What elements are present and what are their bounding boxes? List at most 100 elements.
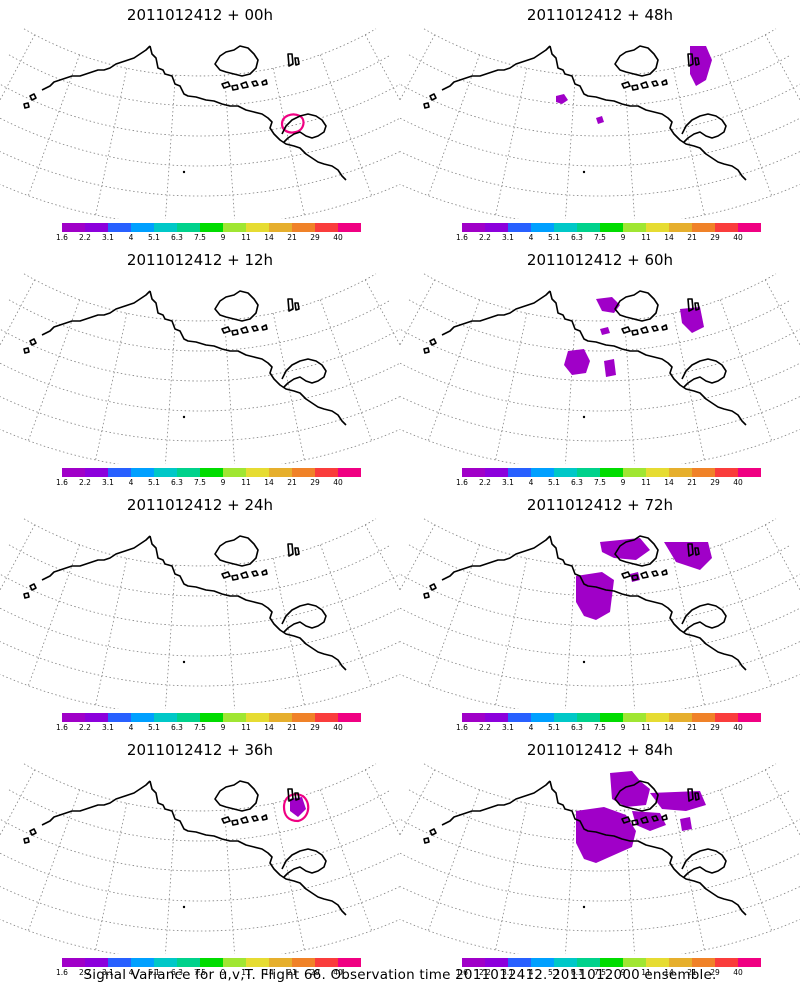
meridian-line: [720, 544, 773, 686]
meridian-line: [672, 68, 705, 216]
colorbar-tick-label: 9: [620, 478, 626, 487]
coastline: [441, 780, 551, 826]
latitude-circle: [400, 183, 800, 219]
colorbar-tick-label: 6.3: [571, 233, 583, 242]
island: [251, 80, 259, 87]
latitude-circle: [0, 818, 400, 872]
island: [423, 347, 430, 354]
meridian-line: [720, 789, 773, 931]
variance-region: [632, 811, 666, 831]
colorbar: 1.6 2.2 3.1 4 5.1 6.3 7.5 9 11 14 21 29 40: [56, 468, 361, 488]
colorbar-swatch: [177, 223, 200, 232]
colorbar-swatches: [62, 958, 361, 967]
colorbar-tick-label: 4: [128, 478, 134, 487]
arctic-archipelago: [614, 290, 659, 322]
island: [640, 326, 649, 334]
coastline: [281, 113, 327, 143]
colorbar-tick-label: 3.1: [102, 723, 114, 732]
colorbar: 1.6 2.2 3.1 4 5.1 6.3 7.5 9 11 14 21 29 40: [456, 468, 761, 488]
island: [423, 102, 430, 109]
variance-region: [596, 116, 604, 124]
colorbar-swatch: [269, 713, 292, 722]
colorbar-swatch: [508, 713, 531, 722]
coastline: [41, 780, 151, 826]
colorbar-swatch: [108, 223, 131, 232]
colorbar-swatch: [108, 713, 131, 722]
colorbar-swatch: [62, 223, 85, 232]
colorbar-tick-label: 29: [310, 723, 320, 732]
colorbar-swatch: [669, 713, 692, 722]
colorbar-tick-label: 2.2: [479, 968, 491, 977]
latitude-circle: [0, 117, 400, 167]
colorbar-tick-label: 21: [687, 968, 697, 977]
meridian-line: [495, 558, 528, 706]
colorbar-swatch: [338, 468, 361, 477]
coastlines: [23, 45, 347, 181]
island: [661, 569, 668, 576]
map-12h: [0, 273, 400, 464]
map-60h: [400, 273, 800, 464]
coastline: [149, 780, 347, 916]
hawaii-islands: [582, 415, 586, 419]
colorbar-swatch: [246, 713, 269, 722]
colorbar-tick-label: 29: [310, 968, 320, 977]
variance-region: [290, 797, 306, 817]
coastline: [681, 358, 727, 388]
meridian-line: [565, 320, 576, 464]
colorbar: 1.6 2.2 3.1 4 5.1 6.3 7.5 9 11 14 21 29 40: [56, 223, 361, 243]
island: [231, 574, 239, 581]
colorbar-swatch: [669, 958, 692, 967]
colorbar-swatch: [292, 223, 315, 232]
meridian-line: [27, 544, 80, 686]
meridian-line: [565, 75, 576, 219]
latitude-circle: [400, 818, 800, 872]
island: [429, 583, 437, 591]
meridian-line: [0, 769, 36, 836]
variance-region: [596, 297, 620, 313]
variance-contours: [282, 793, 310, 823]
map-36h: [0, 763, 400, 954]
panel-title: 2011012412 + 60h: [526, 251, 674, 269]
colorbar-tick-label: 2.2: [79, 478, 91, 487]
island: [651, 325, 659, 332]
island: [231, 84, 239, 91]
latitude-circle: [0, 428, 400, 464]
colorbar-swatch: [715, 468, 738, 477]
colorbar-tick-label: 14: [264, 723, 274, 732]
latitude-circle: [408, 544, 792, 597]
latitude-circle: [8, 544, 392, 597]
colorbar-tick-label: 2.2: [79, 968, 91, 977]
island: [294, 792, 300, 801]
colorbar-swatch: [85, 223, 108, 232]
coastline: [549, 290, 747, 426]
meridian-line: [320, 299, 373, 441]
colorbar-swatch: [646, 958, 669, 967]
colorbar-tick-label: 1.6: [56, 233, 68, 242]
meridian-line: [427, 544, 480, 686]
latitude-circle: [400, 362, 800, 412]
colorbar-swatch: [738, 958, 761, 967]
colorbar-tick-label: 11: [241, 968, 251, 977]
colorbar-tick-label: 14: [264, 968, 274, 977]
latitude-circle: [408, 299, 792, 352]
colorbar: 1.6 2.2 3.1 4 5.1 6.3 7.5 9 11 14 21 29 40: [456, 223, 761, 243]
arctic-archipelago: [214, 780, 259, 812]
meridian-line: [720, 54, 773, 196]
colorbar-tick-label: 4: [128, 233, 134, 242]
colorbar-swatch: [692, 713, 715, 722]
colorbar-tick-label: 5.1: [548, 478, 560, 487]
colorbar-swatch: [715, 713, 738, 722]
coastline: [549, 45, 747, 181]
colorbar-swatch: [531, 223, 554, 232]
colorbar-tick-label: 5.1: [148, 478, 160, 487]
panel-72h: 2011012412 + 72h 1.6 2.2 3.1 4 5.1 6.3 7.5 9 11 1…: [400, 490, 800, 735]
colorbar-swatch: [108, 958, 131, 967]
figure-caption: Signal Variance for u,v,T. Flight 66. Ob…: [83, 967, 717, 983]
latitude-circle: [423, 518, 777, 567]
map-00h: [0, 28, 400, 219]
colorbar-swatch: [462, 223, 485, 232]
island: [240, 816, 249, 824]
lat-lon-grid: [400, 273, 800, 464]
colorbar-labels: 1.6 2.2 3.1 4 5.1 6.3 7.5 9 11 14 21 29 40: [456, 477, 761, 487]
lat-lon-grid: [0, 518, 400, 709]
